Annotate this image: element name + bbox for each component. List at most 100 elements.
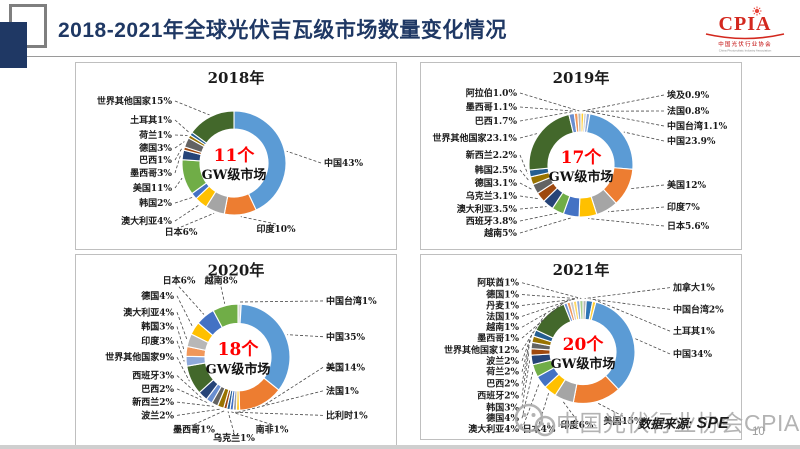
leader-line xyxy=(176,388,209,404)
title-underline xyxy=(0,56,800,57)
leader-line xyxy=(178,286,205,315)
logo-subtext: 中国光伏行业协会 xyxy=(718,40,772,48)
leader-line xyxy=(287,334,324,338)
segment-label: 日本4% xyxy=(523,423,556,435)
leader-line xyxy=(286,150,322,164)
leader-line xyxy=(220,286,226,304)
segment-label: 世界其他国家9% xyxy=(105,351,174,363)
segment-label: 西班牙2% xyxy=(477,389,519,401)
segment-label: 澳大利亚4% xyxy=(123,306,174,318)
segment-label: 世界其他国家15% xyxy=(97,95,173,107)
leader-line xyxy=(231,411,273,425)
segment-label: 中国台湾2% xyxy=(673,303,724,315)
segment-label: 日本6% xyxy=(165,226,198,238)
data-source-label: 数据来源: xyxy=(638,417,693,431)
leader-line xyxy=(519,195,539,200)
leader-line xyxy=(519,212,557,222)
segment-label: 印度3% xyxy=(141,335,174,347)
segment-label: 西班牙3% xyxy=(132,370,174,382)
segment-label: 荷兰2% xyxy=(485,366,519,378)
segment-label: 墨西哥3% xyxy=(130,168,172,179)
segment-label: 墨西哥1.1% xyxy=(466,102,518,113)
leader-line xyxy=(519,217,571,234)
watermark: 中国光伏行业协会CPIA xyxy=(512,402,800,440)
segment-label: 德国4% xyxy=(140,290,174,302)
segment-label: 波兰2% xyxy=(486,355,519,367)
leader-line xyxy=(519,133,538,139)
center-label: GW级市场 xyxy=(549,169,614,185)
segment-label: 越南5% xyxy=(483,227,517,239)
segment-label: 新西兰2.2% xyxy=(466,149,518,161)
leader-line xyxy=(176,375,202,398)
leader-line xyxy=(193,410,225,425)
segment-label: 印度7% xyxy=(667,201,700,213)
segment-label: 韩国2.5% xyxy=(475,164,518,176)
leader-line xyxy=(584,287,671,299)
segment-label: 澳大利亚4% xyxy=(121,215,172,227)
leader-line xyxy=(519,92,580,112)
segment-label: 巴西1.7% xyxy=(475,116,518,127)
segment-label: 印度6% xyxy=(561,419,594,431)
segment-label: 加拿大1% xyxy=(672,282,715,294)
segment-label: 德国3% xyxy=(139,142,172,154)
segment-label: 中国43% xyxy=(324,157,364,169)
page-title: 2018-2021年全球光伏吉瓦级市场数量变化情况 xyxy=(58,19,507,42)
leader-line xyxy=(174,100,210,116)
leader-line xyxy=(174,197,193,204)
leader-line xyxy=(180,212,215,228)
leader-line xyxy=(521,300,569,328)
segment-label: 丹麦1% xyxy=(486,299,519,311)
leader-line xyxy=(262,367,324,407)
leader-line xyxy=(519,206,547,210)
logo-arc xyxy=(705,33,785,40)
leader-line xyxy=(623,131,665,142)
segment-label: 越南8% xyxy=(204,275,238,287)
data-source: 数据来源: SPE xyxy=(638,413,729,433)
leader-line xyxy=(608,206,665,213)
leader-line xyxy=(239,300,324,303)
page-number: 10 xyxy=(752,426,765,438)
bottom-strip xyxy=(0,445,800,449)
leader-line xyxy=(521,360,531,408)
segment-label: 巴西2% xyxy=(141,384,174,395)
center-count: 11个 xyxy=(214,145,256,166)
chart-title: 2018年 xyxy=(208,69,265,87)
leader-line xyxy=(176,312,188,340)
segment-label: 中国台湾1% xyxy=(326,295,377,307)
segment-label: 德国1% xyxy=(486,289,519,301)
segment-label: 中国35% xyxy=(326,331,365,343)
leader-line xyxy=(521,299,572,317)
pie-segment xyxy=(233,110,287,211)
pie-segment xyxy=(577,112,582,133)
segment-label: 墨西哥1% xyxy=(477,333,519,344)
leader-line xyxy=(521,301,565,339)
data-source-value: SPE xyxy=(696,415,730,432)
leader-line xyxy=(174,204,200,222)
segment-label: 韩国2% xyxy=(139,197,172,209)
leader-line xyxy=(521,371,534,419)
cpia-logo: CPIA 中国光伏行业协会 China Photovoltaic Industr… xyxy=(705,6,785,53)
leader-line xyxy=(176,401,214,407)
segment-label: 法国1% xyxy=(326,385,359,397)
chart-title: 2021年 xyxy=(553,261,610,279)
chart-panel-2021: 2021年 20个 GW级市场 阿联酋1% 德国1% 丹麦1% 法国1% 越南1% 墨西哥1% 世… xyxy=(420,254,742,440)
leader-line xyxy=(519,182,534,191)
center-label: GW级市场 xyxy=(202,167,267,183)
leader-line xyxy=(562,401,578,421)
segment-label: 美国15% xyxy=(603,415,643,427)
logo-subtext-en: China Photovoltaic Industry Association xyxy=(719,49,772,53)
segment-label: 巴西1% xyxy=(139,155,172,166)
leader-line xyxy=(174,154,182,174)
leader-line xyxy=(521,345,530,384)
leader-line xyxy=(240,216,277,225)
leader-line xyxy=(588,218,665,227)
leader-line xyxy=(519,154,529,174)
chart-panel-2020: 2020年 18个 GW级市场 德国4% 澳大利亚4% 韩国3% 印度3% 世界其他国家9% 西… xyxy=(75,254,397,446)
segment-label: 巴西2% xyxy=(486,379,519,390)
leader-line xyxy=(176,408,220,416)
leader-line xyxy=(176,356,190,382)
segment-label: 埃及0.9% xyxy=(667,89,710,101)
